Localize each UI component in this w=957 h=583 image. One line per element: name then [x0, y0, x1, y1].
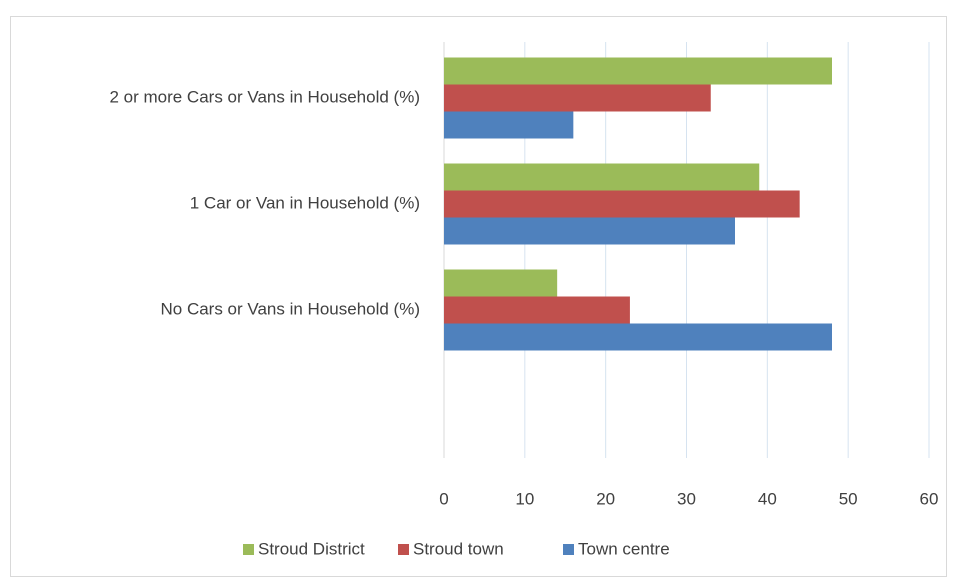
y-tick-label: 2 or more Cars or Vans in Household (%) [109, 87, 420, 106]
bar [444, 111, 574, 139]
legend-label: Stroud District [258, 539, 365, 558]
bar [444, 296, 630, 324]
legend-swatch [243, 544, 254, 555]
legend-swatch [563, 544, 574, 555]
y-tick-label: No Cars or Vans in Household (%) [160, 299, 420, 318]
bar [444, 269, 558, 297]
x-tick-label: 10 [515, 489, 534, 508]
x-tick-label: 20 [596, 489, 615, 508]
x-tick-label: 30 [677, 489, 696, 508]
bar [444, 323, 832, 351]
bar [444, 163, 760, 191]
bar [444, 57, 832, 85]
x-tick-label: 60 [920, 489, 939, 508]
bar [444, 84, 711, 112]
bar [444, 217, 735, 245]
legend-label: Town centre [578, 539, 670, 558]
x-tick-label: 50 [839, 489, 858, 508]
bar [444, 190, 800, 218]
legend-swatch [398, 544, 409, 555]
y-tick-label: 1 Car or Van in Household (%) [190, 193, 420, 212]
legend-label: Stroud town [413, 539, 504, 558]
x-tick-label: 40 [758, 489, 777, 508]
x-tick-label: 0 [439, 489, 448, 508]
